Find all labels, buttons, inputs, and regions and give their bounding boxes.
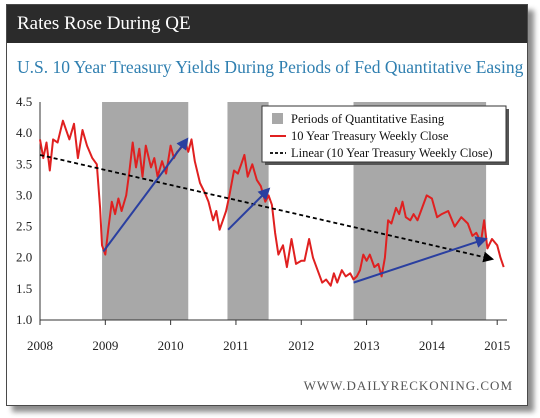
qe-arrow-3	[353, 236, 488, 284]
source-credit: WWW.DAILYRECKONING.COM	[303, 378, 513, 393]
y-tick-label: 3.5	[16, 156, 32, 171]
legend-swatch-qe	[272, 113, 283, 124]
chart-header: Rates Rose During QE	[7, 5, 527, 43]
x-tick-label: 2011	[223, 338, 249, 353]
legend-box	[261, 105, 507, 163]
y-tick-label: 1.5	[16, 281, 32, 296]
y-tick-label: 4.0	[16, 125, 32, 140]
y-tick-label: 2.5	[16, 219, 32, 234]
chart-title: U.S. 10 Year Treasury Yields During Peri…	[17, 57, 524, 77]
qe-arrow-2	[227, 187, 271, 231]
x-tick-label: 2012	[288, 338, 314, 353]
legend-entry: 10 Year Treasury Weekly Close	[291, 129, 449, 143]
x-tick-label: 2013	[354, 338, 380, 353]
y-tick-label: 3.0	[16, 187, 32, 202]
legend-entry: Linear (10 Year Treasury Weekly Close)	[291, 146, 493, 160]
x-tick-label: 2008	[27, 338, 53, 353]
linear-trend-line	[39, 154, 495, 263]
x-tick-label: 2010	[158, 338, 184, 353]
x-tick-label: 2015	[484, 338, 510, 353]
y-tick-label: 1.0	[16, 312, 32, 327]
x-tick-label: 2014	[419, 338, 446, 353]
legend-entry: Periods of Quantitative Easing	[291, 112, 445, 126]
header-title: Rates Rose During QE	[17, 13, 191, 34]
y-tick-label: 4.5	[16, 94, 32, 109]
y-tick-label: 2.0	[16, 250, 32, 265]
qe-arrow-1	[102, 137, 189, 253]
x-tick-label: 2009	[92, 338, 118, 353]
